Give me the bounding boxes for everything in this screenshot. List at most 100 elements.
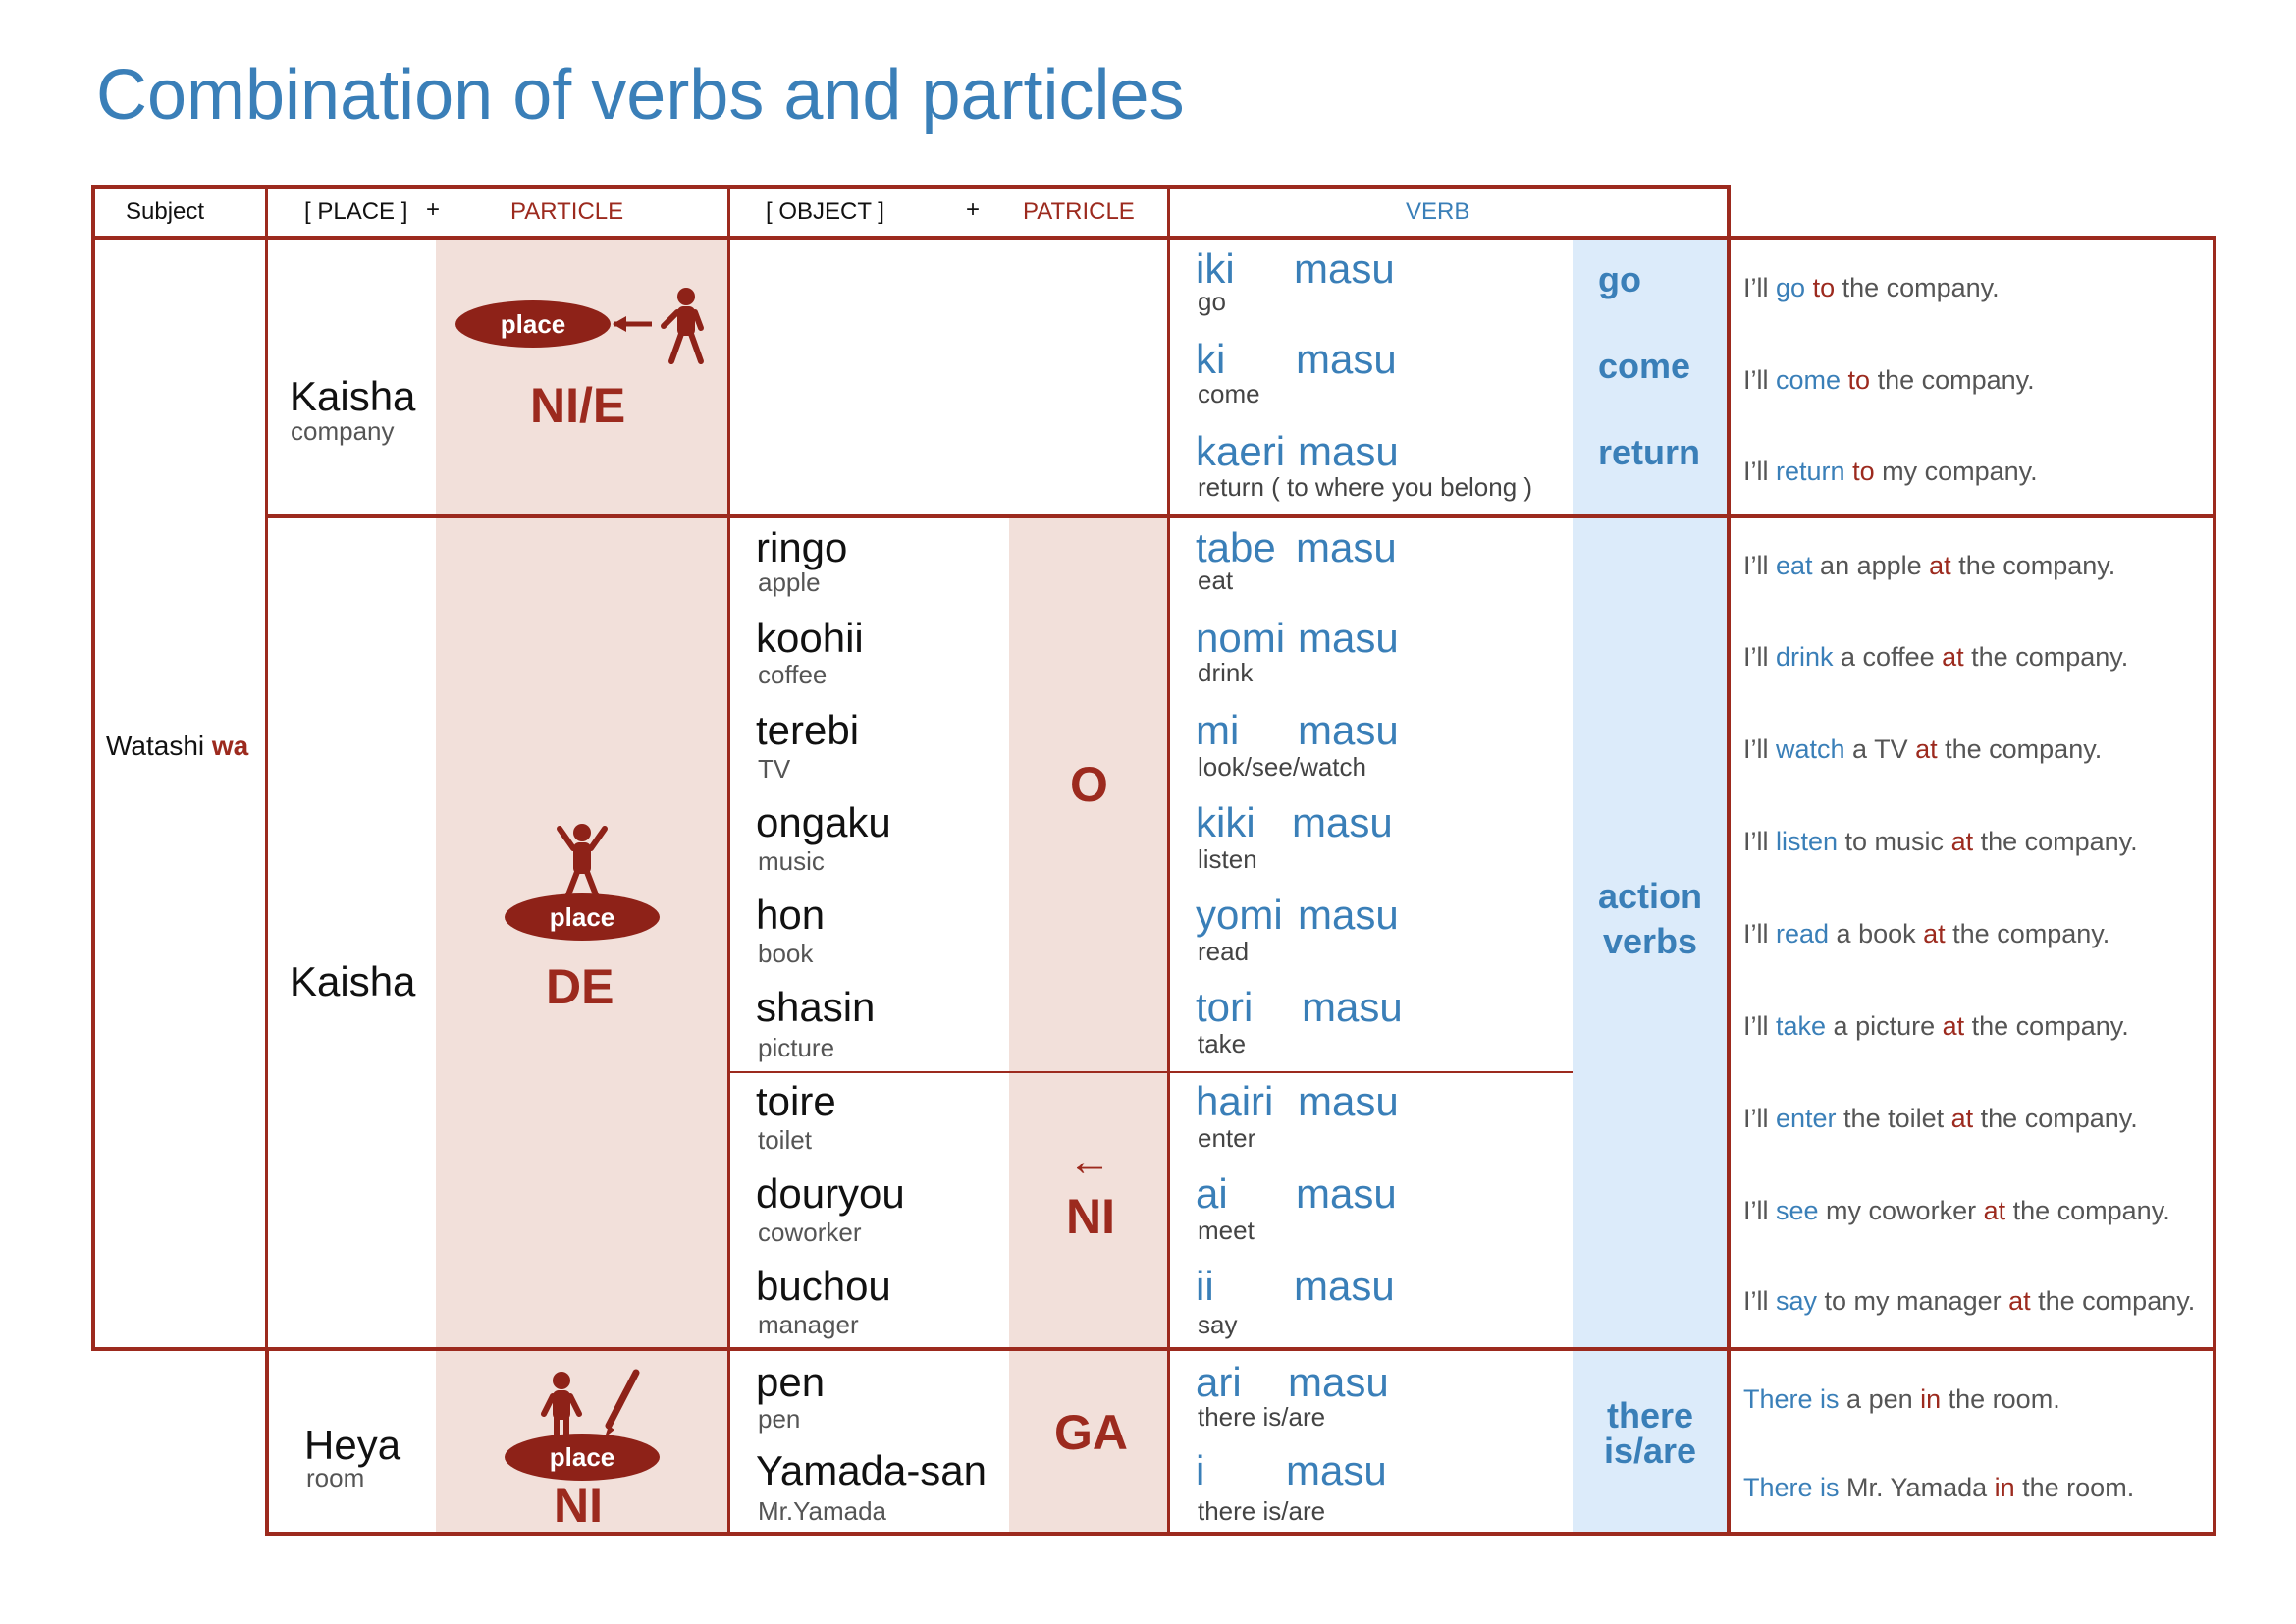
- sentence-text: the company.: [2005, 1196, 2170, 1225]
- object-sub-toire: toilet: [758, 1125, 812, 1155]
- verb-sub-ii: say: [1198, 1310, 1238, 1339]
- sentence-text: I’ll: [1743, 273, 1776, 302]
- sentence-text: I’ll: [1743, 642, 1776, 672]
- verb-masu-ii: masu: [1294, 1263, 1395, 1309]
- object-sub-ongaku: music: [758, 846, 825, 876]
- object-shasin: shasin: [756, 984, 876, 1030]
- sentence-verb: return: [1776, 457, 1845, 486]
- verb-masu-nomi: masu: [1298, 615, 1399, 661]
- sentence-text: the company.: [1945, 919, 2110, 948]
- verb-stem-ai: ai: [1196, 1170, 1228, 1217]
- sentence-there-is-yamada: There is Mr. Yamada in the room.: [1743, 1473, 2134, 1503]
- person-arms-raised-icon: [557, 824, 608, 899]
- header-object: [ OBJECT ]: [766, 198, 884, 225]
- verb-sub-hairi: enter: [1198, 1123, 1256, 1153]
- verb-stem-tori: tori: [1196, 984, 1254, 1030]
- verb-sub-mi: look/see/watch: [1198, 752, 1366, 782]
- place-oval-1: place: [455, 300, 611, 348]
- sentence-verb: read: [1776, 919, 1830, 948]
- subject-particle: wa: [211, 731, 249, 761]
- sentence-text: the room.: [1941, 1384, 2060, 1414]
- sentence-text: I’ll: [1743, 1196, 1776, 1225]
- object-sub-hon: book: [758, 939, 814, 968]
- sentence-text: the company.: [1973, 827, 2138, 856]
- verb-masu-hairi: masu: [1298, 1078, 1399, 1124]
- sentence-particle: at: [1923, 919, 1946, 948]
- sentence-say: I’ll say to my manager at the company.: [1743, 1286, 2195, 1317]
- verb-stem-ki: ki: [1196, 336, 1226, 382]
- verb-stem-kaeri: kaeri: [1196, 428, 1286, 474]
- object-douryou: douryou: [756, 1170, 905, 1217]
- verb-stem-hairi: hairi: [1196, 1078, 1274, 1124]
- verb-masu-ai: masu: [1296, 1170, 1397, 1217]
- group1-place-sub: company: [291, 416, 395, 446]
- sentence-verb: eat: [1776, 551, 1813, 580]
- sentence-text: the toilet: [1836, 1104, 1951, 1133]
- sentence-come: I’ll come to the company.: [1743, 365, 2035, 396]
- sentence-text: Mr. Yamada: [1839, 1473, 1995, 1502]
- sentence-text: I’ll: [1743, 827, 1776, 856]
- category-line: action: [1597, 876, 1702, 916]
- sentence-verb: There is: [1743, 1384, 1840, 1414]
- object-pen: pen: [756, 1359, 826, 1405]
- verb-sub-kiki: listen: [1198, 844, 1257, 874]
- verb-masu-iki: masu: [1294, 245, 1395, 292]
- object-koohii: koohii: [756, 615, 864, 661]
- object-sub-yamada: Mr.Yamada: [758, 1496, 887, 1526]
- group3-place-sub: room: [306, 1463, 365, 1492]
- object-sub-buchou: manager: [758, 1310, 859, 1339]
- sentence-text: the company.: [1937, 734, 2103, 764]
- sentence-particle: at: [1950, 827, 1974, 856]
- object-sub-douryou: coworker: [758, 1218, 862, 1247]
- header-divider-2: [727, 185, 730, 240]
- sentence-text: to music: [1838, 827, 1951, 856]
- sentence-text: my coworker: [1818, 1196, 1984, 1225]
- header-particle-2: PATRICLE: [1023, 198, 1135, 225]
- object-sub-shasin: picture: [758, 1033, 835, 1062]
- verb-masu-kaeri: masu: [1298, 428, 1399, 474]
- sentence-right-border: [2213, 236, 2216, 1536]
- header-top-border: [91, 185, 1731, 189]
- sentence-particle: to: [1847, 365, 1871, 395]
- header-left-border: [91, 185, 95, 240]
- verb-sub-ari: there is/are: [1198, 1402, 1326, 1432]
- ni-arrow: ←: [1068, 1137, 1111, 1185]
- verb-masu-tori: masu: [1302, 984, 1403, 1030]
- sentence-verb: enter: [1776, 1104, 1837, 1133]
- header-subject: Subject: [126, 198, 205, 225]
- category-action-verbs: action verbs: [1573, 874, 1728, 964]
- verb-sub-tori: take: [1198, 1029, 1247, 1058]
- group1-place: Kaisha: [290, 373, 416, 419]
- sentence-text: [1805, 273, 1813, 302]
- verb-sub-i: there is/are: [1198, 1496, 1326, 1526]
- object-yamada-san: Yamada-san: [756, 1447, 988, 1493]
- sentence-text: I’ll: [1743, 919, 1776, 948]
- header-divider-1: [265, 185, 268, 240]
- sentence-text: my company.: [1874, 457, 2038, 486]
- object-terebi: terebi: [756, 707, 860, 753]
- sentence-text: I’ll: [1743, 1011, 1776, 1041]
- group2-place: Kaisha: [290, 958, 416, 1004]
- sentence-particle: at: [1950, 1104, 1974, 1133]
- verb-sentence-divider: [1727, 236, 1731, 1536]
- verb-sub-ki: come: [1198, 379, 1260, 408]
- sentence-verb: see: [1776, 1196, 1819, 1225]
- category-line: verbs: [1602, 921, 1698, 961]
- verb-masu-ki: masu: [1296, 336, 1397, 382]
- sentence-text: the room.: [2014, 1473, 2135, 1502]
- object-sub-ringo: apple: [758, 568, 821, 597]
- sentence-verb: say: [1776, 1286, 1818, 1316]
- verb-masu-ari: masu: [1288, 1359, 1389, 1405]
- sentence-verb: go: [1776, 273, 1806, 302]
- sentence-text: a coffee: [1833, 642, 1943, 672]
- verb-sub-kaeri: return ( to where you belong ): [1198, 472, 1533, 502]
- subject-cell: Watashi wa: [106, 731, 248, 762]
- sentence-return: I’ll return to my company.: [1743, 457, 2038, 487]
- verb-sub-ai: meet: [1198, 1216, 1255, 1245]
- particle-band-object: [1009, 518, 1168, 1536]
- sentence-text: I’ll: [1743, 365, 1776, 395]
- group2-particle: DE: [546, 959, 614, 1014]
- header-plus-1: +: [426, 196, 441, 223]
- place-oval-2: place: [505, 893, 660, 941]
- header-place: [ PLACE ]: [304, 198, 408, 225]
